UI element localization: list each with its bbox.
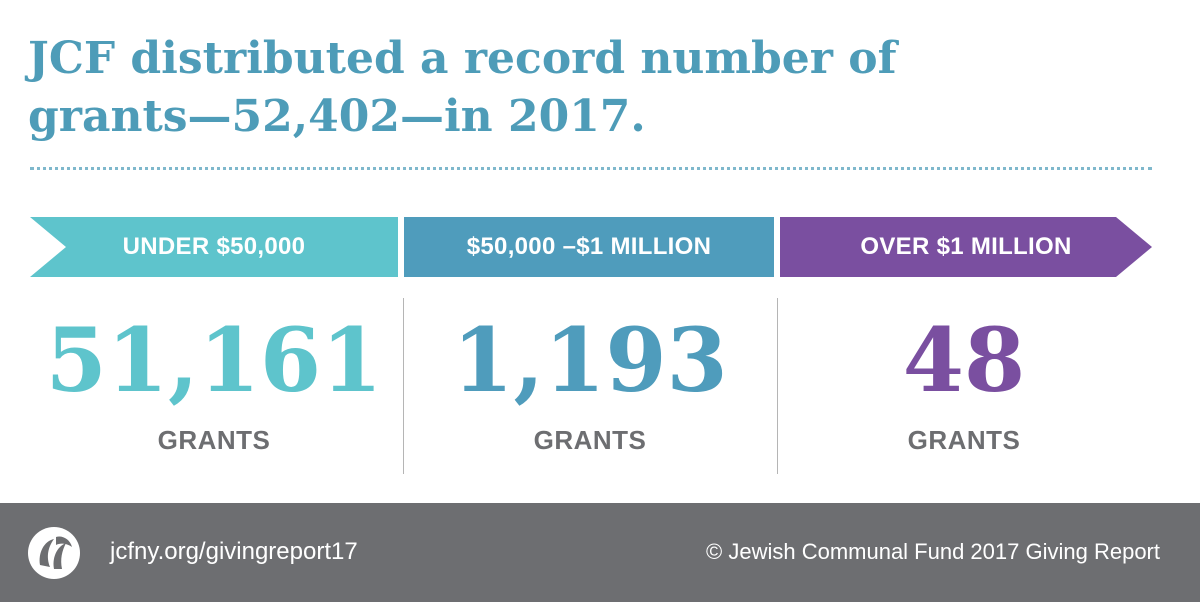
jcf-logo-icon xyxy=(28,527,80,579)
column-divider-1 xyxy=(403,298,404,474)
stat-under-50k: 51,161 GRANTS xyxy=(28,305,400,456)
category-banners: UNDER $50,000 $50,000 –$1 MILLION OVER $… xyxy=(0,217,1200,277)
banner-50k-to-1m: $50,000 –$1 MILLION xyxy=(404,217,774,277)
stat-value-over-1m: 48 xyxy=(902,308,1026,412)
stat-unit-under-50k: GRANTS xyxy=(157,425,271,455)
banner-under-50k: UNDER $50,000 xyxy=(30,217,398,277)
stat-over-1m: 48 GRANTS xyxy=(778,305,1150,456)
footer-credit: © Jewish Communal Fund 2017 Giving Repor… xyxy=(706,539,1160,564)
banner-label-50k-to-1m: $50,000 –$1 MILLION xyxy=(466,233,712,260)
stat-50k-to-1m: 1,193 GRANTS xyxy=(404,305,776,456)
stat-value-under-50k: 51,161 xyxy=(45,308,383,412)
footer: jcfny.org/givingreport17 © Jewish Commun… xyxy=(0,503,1200,602)
stat-unit-over-1m: GRANTS xyxy=(907,425,1021,455)
footer-url-link[interactable]: jcfny.org/givingreport17 xyxy=(110,538,358,565)
banner-label-over-1m: OVER $1 MILLION xyxy=(860,233,1072,260)
dotted-divider xyxy=(30,167,1152,170)
stat-value-50k-to-1m: 1,193 xyxy=(452,308,728,412)
stat-unit-50k-to-1m: GRANTS xyxy=(533,425,647,455)
headline-line-2: grants—52,402—in 2017. xyxy=(28,91,646,142)
banner-label-under-50k: UNDER $50,000 xyxy=(122,233,306,260)
column-divider-2 xyxy=(777,298,778,474)
headline: JCF distributed a record number of grant… xyxy=(28,30,1028,146)
banner-over-1m: OVER $1 MILLION xyxy=(780,217,1152,277)
headline-line-1: JCF distributed a record number of xyxy=(28,33,897,84)
